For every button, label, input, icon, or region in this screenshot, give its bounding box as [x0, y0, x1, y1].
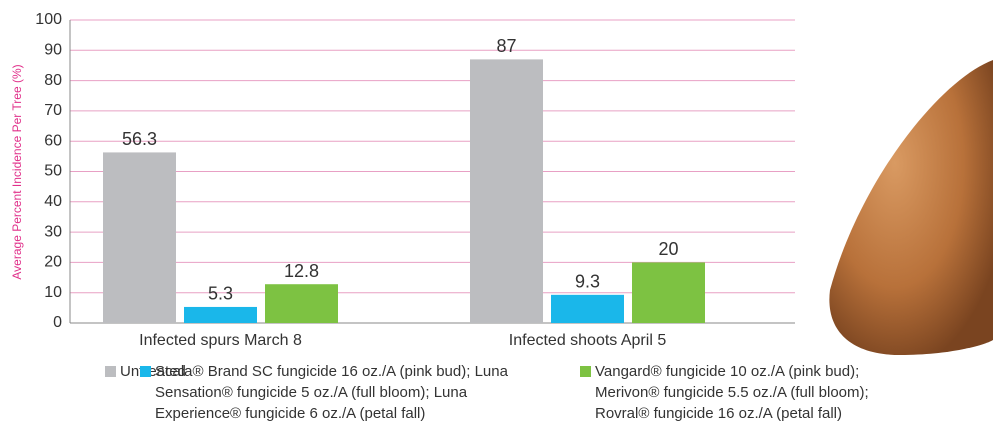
almond-image: [829, 60, 993, 355]
y-tick-label: 90: [44, 42, 62, 59]
y-axis-label: Average Percent Incidence Per Tree (%): [10, 64, 24, 279]
y-tick-label: 70: [44, 102, 62, 119]
legend-label: Vangard® fungicide 10 oz./A (pink bud); …: [595, 361, 925, 424]
y-tick-label: 40: [44, 193, 62, 210]
y-tick-label: 80: [44, 72, 62, 89]
legend-swatch: [580, 366, 591, 377]
y-tick-label: 30: [44, 223, 62, 240]
bar: [632, 262, 705, 323]
page: Average Percent Incidence Per Tree (%) 0…: [0, 0, 993, 446]
value-label: 5.3: [208, 284, 233, 304]
legend-item: Vangard® fungicide 10 oz./A (pink bud); …: [580, 361, 925, 424]
y-tick-label: 60: [44, 132, 62, 149]
legend-swatch: [105, 366, 116, 377]
bar: [470, 59, 543, 323]
bar: [265, 284, 338, 323]
bar: [551, 295, 624, 323]
x-tick-label: Infected shoots April 5: [509, 332, 667, 349]
bar: [103, 152, 176, 323]
y-tick-label: 100: [35, 11, 62, 28]
y-tick-label: 50: [44, 163, 62, 180]
y-tick-label: 0: [53, 314, 62, 331]
value-label: 87: [496, 36, 516, 56]
value-label: 12.8: [284, 261, 319, 281]
value-label: 9.3: [575, 272, 600, 292]
legend-label: Scala® Brand SC fungicide 16 oz./A (pink…: [155, 361, 515, 424]
y-tick-label: 10: [44, 284, 62, 301]
x-tick-label: Infected spurs March 8: [139, 332, 302, 349]
value-label: 20: [658, 239, 678, 259]
y-tick-label: 20: [44, 254, 62, 271]
legend-item: Scala® Brand SC fungicide 16 oz./A (pink…: [140, 361, 515, 424]
legend-swatch: [140, 366, 151, 377]
value-label: 56.3: [122, 129, 157, 149]
bar: [184, 307, 257, 323]
